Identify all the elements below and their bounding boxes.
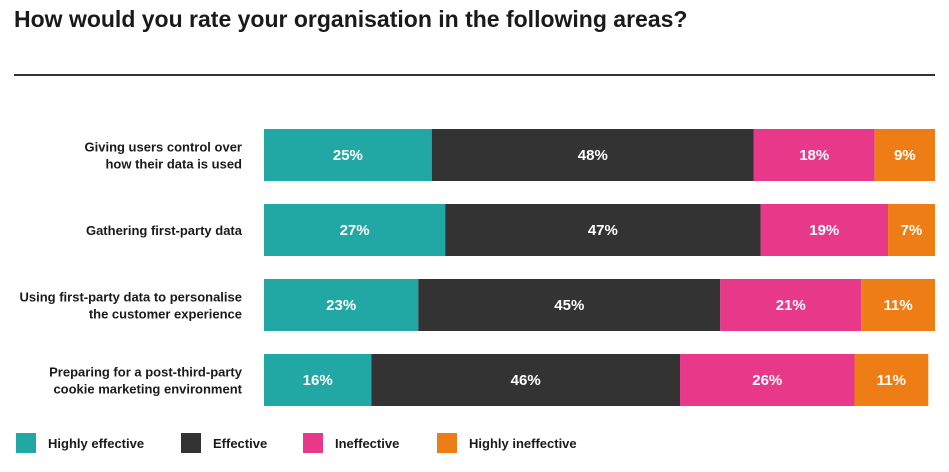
- bar-highly-ineffective: [888, 204, 935, 256]
- data-label-ineffective: 19%: [809, 222, 839, 239]
- data-label-highly-effective: 25%: [333, 147, 363, 164]
- category-label-line: Giving users control over: [85, 140, 243, 155]
- legend-item-highly-effective: Highly effective: [16, 433, 181, 453]
- legend-swatch-ineffective: [303, 433, 323, 453]
- legend-label-highly-ineffective: Highly ineffective: [469, 435, 577, 451]
- chart-title: How would you rate your organisation in …: [14, 6, 688, 32]
- bar-highly-ineffective: [874, 129, 935, 181]
- legend-swatch-effective: [181, 433, 201, 453]
- category-label: Giving users control over how their data …: [85, 140, 243, 172]
- legend: Highly effective Effective Ineffective H…: [16, 433, 577, 453]
- legend-item-effective: Effective: [181, 433, 303, 453]
- data-label-ineffective: 18%: [799, 147, 829, 164]
- bar-ineffective: [760, 204, 889, 256]
- data-label-highly-ineffective: 11%: [877, 372, 906, 389]
- data-label-effective: 45%: [554, 297, 584, 314]
- bar-ineffective: [680, 354, 855, 406]
- data-label-ineffective: 21%: [776, 297, 806, 314]
- category-label-line: Gathering first-party data: [86, 223, 243, 238]
- legend-swatch-highly-ineffective: [437, 433, 457, 453]
- legend-swatch-highly-effective: [16, 433, 36, 453]
- data-label-effective: 46%: [511, 372, 541, 389]
- category-label-line: cookie marketing environment: [53, 382, 242, 397]
- bar-highly-effective: [264, 129, 432, 181]
- stacked-bar-chart: Giving users control over how their data …: [20, 129, 935, 406]
- legend-label-ineffective: Ineffective: [335, 435, 400, 451]
- bar-highly-effective: [264, 279, 419, 331]
- bar-highly-ineffective: [861, 279, 935, 331]
- bar-effective: [431, 129, 754, 181]
- category-label-line: how their data is used: [105, 157, 242, 172]
- bar-effective: [445, 204, 761, 256]
- category-label-line: Using first-party data to personalise: [20, 290, 243, 305]
- data-label-highly-effective: 23%: [326, 297, 356, 314]
- bar-ineffective: [720, 279, 862, 331]
- data-label-highly-ineffective: 7%: [901, 222, 923, 239]
- legend-label-effective: Effective: [213, 435, 268, 451]
- bar-highly-effective: [264, 354, 372, 406]
- data-label-highly-ineffective: 9%: [894, 147, 916, 164]
- data-label-effective: 47%: [588, 222, 618, 239]
- data-label-highly-effective: 16%: [303, 372, 333, 389]
- bar-highly-ineffective: [854, 354, 929, 406]
- legend-item-highly-ineffective: Highly ineffective: [437, 433, 577, 453]
- bar-ineffective: [753, 129, 875, 181]
- title-divider: [14, 74, 935, 76]
- category-label: Gathering first-party data: [86, 223, 243, 238]
- category-label-line: the customer experience: [89, 307, 242, 322]
- category-label: Preparing for a post-third-party cookie m…: [49, 365, 243, 397]
- data-label-highly-effective: 27%: [340, 222, 370, 239]
- category-label: Using first-party data to personalise the…: [20, 290, 243, 322]
- bar-effective: [418, 279, 721, 331]
- legend-item-ineffective: Ineffective: [303, 433, 437, 453]
- data-label-ineffective: 26%: [752, 372, 782, 389]
- legend-label-highly-effective: Highly effective: [48, 435, 145, 451]
- data-label-effective: 48%: [578, 147, 608, 164]
- bar-effective: [371, 354, 681, 406]
- data-label-highly-ineffective: 11%: [883, 297, 912, 314]
- category-label-line: Preparing for a post-third-party: [49, 365, 243, 380]
- bar-highly-effective: [264, 204, 446, 256]
